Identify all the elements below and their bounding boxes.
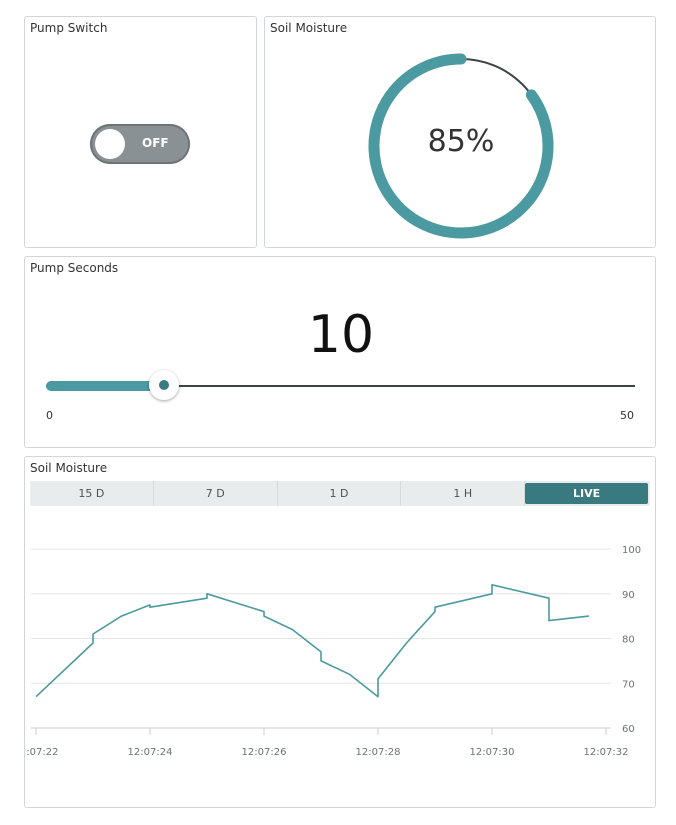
x-tick-label: 12:07:26 — [242, 747, 287, 758]
y-tick-label: 90 — [622, 590, 635, 601]
toggle-state-label: OFF — [142, 136, 169, 150]
pump-seconds-value: 10 — [307, 305, 375, 365]
gauge-value-label: 85% — [427, 124, 495, 159]
slider-track[interactable] — [46, 385, 635, 387]
x-tick-label: 12:07:22 — [25, 747, 58, 758]
pump-seconds-card: Pump Seconds 10 0 50 — [24, 256, 656, 448]
tab-1h[interactable]: 1 H — [401, 481, 526, 506]
pump-switch-card: Pump Switch OFF — [24, 16, 257, 248]
pump-switch-toggle[interactable]: OFF — [90, 124, 190, 164]
soil-moisture-line-chart: 60 70 80 90 100 12:07:22 12:07:24 12:07:26 12:07… — [25, 545, 641, 758]
slider-fill — [46, 381, 164, 391]
y-tick-label: 100 — [622, 545, 641, 556]
soil-moisture-chart-title: Soil Moisture — [30, 461, 108, 475]
x-tick-label: 12:07:32 — [584, 747, 629, 758]
slider-min-label: 0 — [46, 409, 53, 422]
toggle-knob — [95, 129, 125, 159]
series-line — [35, 584, 589, 698]
slider-thumb-dot — [158, 380, 169, 390]
pump-switch-title: Pump Switch — [30, 21, 108, 35]
tab-15d[interactable]: 15 D — [30, 481, 154, 506]
tab-1d[interactable]: 1 D — [278, 481, 402, 506]
slider-thumb[interactable] — [148, 370, 179, 400]
x-tick-label: 12:07:30 — [470, 747, 515, 758]
slider-max-label: 50 — [620, 409, 634, 422]
x-tick-label: 12:07:24 — [128, 747, 173, 758]
moisture-gauge — [368, 53, 554, 239]
soil-moisture-chart-card: Soil Moisture 15 D 7 D 1 D 1 H LIVE 60 70… — [24, 456, 656, 808]
soil-moisture-gauge-title: Soil Moisture — [270, 21, 348, 35]
time-range-tabs: 15 D 7 D 1 D 1 H LIVE — [30, 481, 650, 506]
y-tick-label: 60 — [622, 724, 635, 735]
gauge-value-arc — [368, 53, 554, 239]
tab-7d[interactable]: 7 D — [154, 481, 278, 506]
y-tick-label: 80 — [622, 635, 635, 646]
pump-seconds-title: Pump Seconds — [30, 261, 119, 275]
tab-live[interactable]: LIVE — [525, 483, 648, 504]
y-tick-label: 70 — [622, 679, 635, 690]
x-tick-label: 12:07:28 — [356, 747, 401, 758]
soil-moisture-gauge-card: Soil Moisture 85% — [264, 16, 656, 248]
